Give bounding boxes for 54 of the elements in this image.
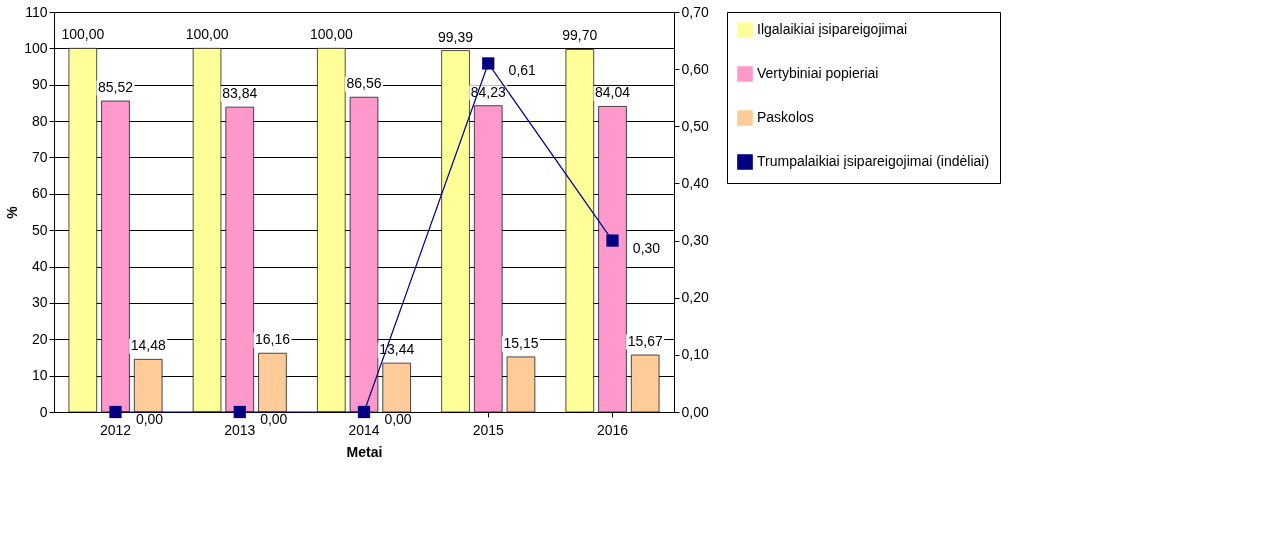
y-tick-label: 10 bbox=[31, 367, 48, 384]
y2-tick-label: 0,50 bbox=[681, 117, 709, 134]
legend-label: Vertybiniai popieriai bbox=[757, 65, 879, 81]
data-label: 15,67 bbox=[627, 333, 663, 350]
x-tick-label: 2015 bbox=[472, 421, 505, 438]
data-label: 0,30 bbox=[632, 239, 661, 256]
x-tick-label: 2014 bbox=[348, 421, 380, 438]
y-tick-label: 70 bbox=[31, 148, 48, 165]
y2-tick-label: 0,30 bbox=[681, 232, 709, 249]
data-label: 84,04 bbox=[594, 84, 631, 101]
legend-label: Ilgalaikiai įsipareigojimai bbox=[757, 21, 908, 37]
data-label: 16,16 bbox=[254, 331, 291, 348]
y-tick-label: 100 bbox=[24, 39, 48, 56]
y2-tick-label: 0,20 bbox=[681, 289, 709, 306]
x-tick-label: 2016 bbox=[596, 421, 629, 438]
point bbox=[482, 57, 495, 70]
legend-label: Paskolos bbox=[757, 109, 814, 125]
y-axis-title: % bbox=[4, 205, 21, 219]
data-label: 15,15 bbox=[503, 334, 539, 351]
y2-tick-label: 0,70 bbox=[681, 3, 709, 20]
data-label: 100,00 bbox=[309, 26, 353, 43]
point bbox=[109, 405, 122, 419]
x-axis-title: Metai bbox=[346, 443, 383, 460]
point bbox=[357, 405, 371, 419]
legend-label: Trumpalaikiai įsipareigojimai (indėliai) bbox=[757, 153, 990, 169]
data-label: 86,56 bbox=[346, 75, 382, 92]
x-tick-label: 2012 bbox=[99, 421, 132, 438]
y-tick-label: 30 bbox=[31, 294, 48, 311]
data-label: 0,00 bbox=[260, 411, 288, 427]
data-label: 0,00 bbox=[384, 411, 412, 427]
y2-tick-label: 0,00 bbox=[681, 403, 709, 420]
y-tick-label: 90 bbox=[31, 76, 48, 93]
data-label: 14,48 bbox=[130, 337, 166, 354]
y-tick-label: 50 bbox=[31, 221, 48, 238]
data-label: 100,00 bbox=[61, 26, 105, 43]
y-tick-label: 60 bbox=[31, 185, 48, 202]
data-label: 99,39 bbox=[438, 28, 474, 45]
y-tick-label: 20 bbox=[31, 330, 48, 347]
y2-tick-label: 0,10 bbox=[681, 346, 709, 363]
data-label: 0,61 bbox=[508, 62, 537, 79]
point bbox=[606, 234, 619, 247]
point bbox=[233, 405, 246, 419]
data-label: 100,00 bbox=[185, 26, 229, 43]
y2-tick-label: 0,40 bbox=[681, 174, 709, 191]
y-tick-label: 80 bbox=[31, 112, 48, 129]
y-tick-label: 40 bbox=[31, 258, 48, 275]
data-label: 85,52 bbox=[97, 79, 134, 96]
y2-tick-label: 0,60 bbox=[681, 60, 709, 77]
data-label: 83,84 bbox=[222, 85, 258, 102]
data-label: 99,70 bbox=[562, 27, 598, 44]
y-tick-label: 0 bbox=[39, 403, 48, 420]
data-label: 0,00 bbox=[135, 411, 164, 427]
x-tick-label: 2013 bbox=[224, 421, 256, 438]
y-tick-label: 110 bbox=[25, 3, 48, 20]
